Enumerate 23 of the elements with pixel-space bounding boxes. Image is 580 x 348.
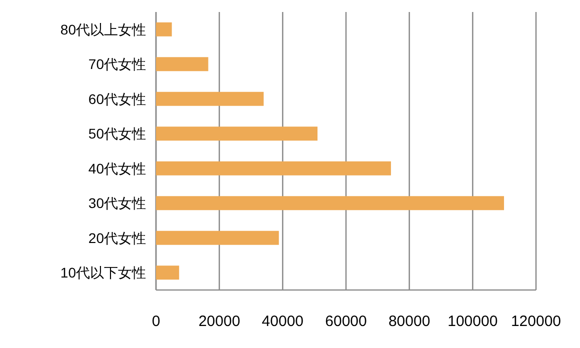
y-tick-label: 10代以下女性	[60, 264, 146, 281]
x-tick-label: 20000	[198, 313, 240, 330]
x-tick-label: 40000	[262, 313, 304, 330]
bar	[156, 230, 279, 245]
y-tick-label: 40代女性	[88, 160, 146, 176]
bar	[156, 161, 391, 176]
bar	[156, 57, 208, 72]
bar	[156, 22, 172, 36]
bar	[156, 92, 264, 106]
bar	[156, 126, 318, 141]
y-tick-label: 50代女性	[88, 126, 146, 142]
bar	[156, 266, 180, 280]
y-tick-label: 20代女性	[88, 230, 146, 246]
x-tick-label: 100000	[448, 313, 498, 330]
bar	[156, 196, 504, 210]
x-tick-label: 0	[152, 313, 160, 330]
y-tick-label: 60代女性	[88, 90, 146, 107]
x-tick-label: 80000	[388, 313, 430, 330]
y-tick-label: 80代以上女性	[60, 21, 146, 38]
x-tick-label: 120000	[510, 313, 562, 330]
y-tick-label: 70代女性	[88, 56, 146, 72]
x-tick-label: 60000	[325, 313, 367, 330]
y-tick-label: 30代女性	[88, 195, 146, 212]
